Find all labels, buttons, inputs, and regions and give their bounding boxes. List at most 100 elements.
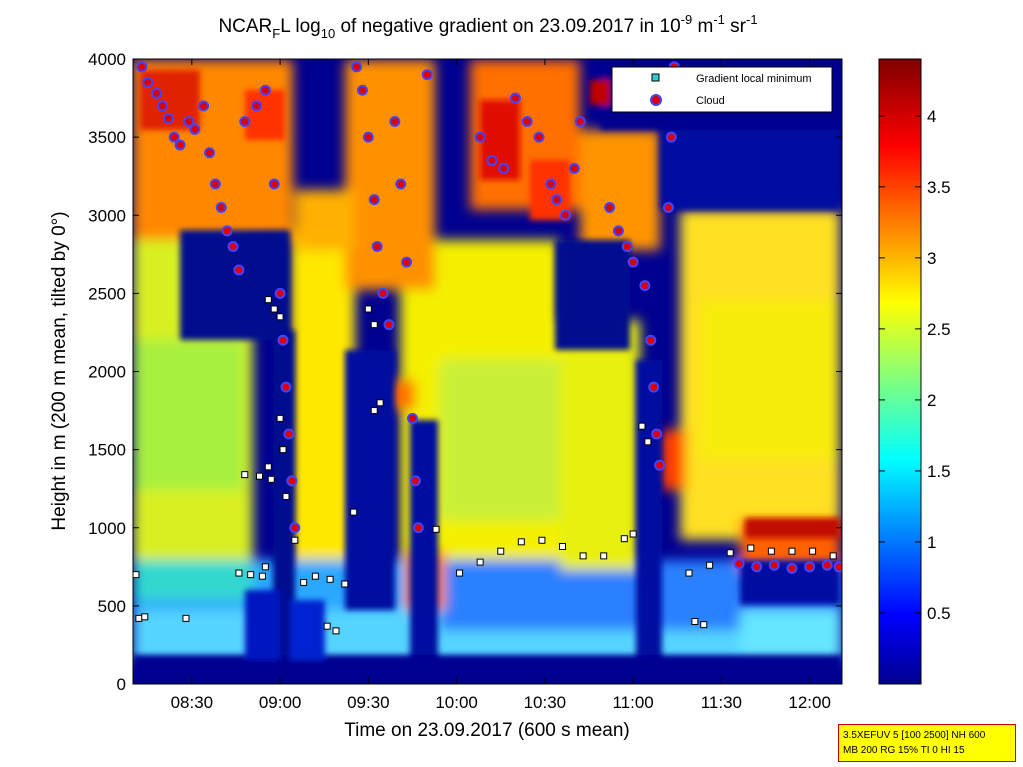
cloud-marker (406, 412, 418, 424)
y-tick-label: 3000 (88, 206, 126, 225)
gradient-minimum-marker (326, 575, 334, 583)
gradient-minimum-marker (256, 472, 264, 480)
colorbar-tick-label: 2.5 (927, 320, 951, 339)
legend-marker-gradient-minimum (651, 73, 660, 82)
cloud-marker (833, 561, 842, 573)
cloud-marker (277, 334, 289, 346)
gradient-minimum-marker (311, 572, 319, 580)
colorbar-frame (878, 58, 922, 685)
gradient-minimum-marker (829, 552, 837, 560)
gradient-minimum-marker (332, 627, 340, 635)
settings-info-box: 3.5XEFUV 5 [100 2500] NH 600 MB 200 RG 1… (838, 724, 1016, 762)
gradient-minimum-marker (261, 563, 269, 571)
cloud-marker (251, 100, 263, 112)
gradient-minimum-marker (270, 305, 278, 313)
gradient-minimum-marker (706, 561, 714, 569)
cloud-marker (183, 116, 195, 127)
gradient-minimum-marker (376, 399, 384, 407)
gradient-minimum-marker (267, 475, 275, 483)
chart-title: NCARFL log10 of negative gradient on 23.… (218, 12, 757, 41)
y-tick-label: 1000 (88, 519, 126, 538)
gradient-minimum-marker (788, 547, 796, 555)
gradient-minimum-marker (279, 446, 287, 454)
cloud-marker (274, 287, 286, 299)
gradient-minimum-marker (644, 438, 652, 446)
cloud-marker (383, 319, 395, 331)
x-tick-label: 11:30 (701, 693, 742, 712)
colorbar-tick-label: 3.5 (927, 178, 951, 197)
cloud-marker (768, 559, 780, 571)
gradient-minimum-marker (258, 572, 266, 580)
cloud-marker (498, 162, 510, 174)
colorbar-tick-label: 4 (927, 107, 936, 126)
gradient-minimum-marker (700, 621, 708, 629)
cloud-marker (136, 61, 148, 73)
gradient-minimum-marker (370, 407, 378, 415)
cloud-marker (662, 201, 674, 213)
gradient-minimum-marker (370, 321, 378, 329)
cloud-marker (362, 131, 374, 143)
y-axis: 0 500 1000 1500 2000 2500 3000 3500 4000 (88, 50, 842, 694)
x-axis: 08:30 09:00 09:30 10:00 10:30 11:00 11:30 12:00 (171, 59, 831, 712)
cloud-marker (412, 522, 424, 534)
cloud-marker (156, 100, 168, 112)
cloud-marker (371, 241, 383, 252)
info-line-2: MB 200 RG 15% TI 0 HI 15 (843, 745, 965, 756)
cloud-marker (604, 201, 616, 213)
gradient-minimum-marker (432, 525, 440, 533)
cloud-marker (545, 178, 557, 190)
gradient-minimum-marker (264, 463, 272, 471)
x-tick-label: 09:00 (259, 693, 302, 712)
cloud-marker (368, 194, 380, 206)
gradient-minimum-marker (691, 618, 699, 625)
cloud-marker (568, 162, 580, 174)
colorbar-ticks: 0.5 1 1.5 2 2.5 3 3.5 4 (879, 107, 951, 623)
cloud-marker (268, 178, 280, 190)
cloud-marker (227, 241, 239, 252)
x-tick-label: 12:00 (788, 693, 831, 712)
gradient-minimum-marker (133, 571, 140, 579)
cloud-marker (804, 561, 816, 573)
x-tick-label: 10:00 (435, 693, 478, 712)
cloud-marker (395, 178, 407, 190)
cloud-marker (409, 475, 421, 487)
x-tick-label: 10:30 (524, 693, 567, 712)
legend-label-gradient-minimum: Gradient local minimum (696, 73, 812, 85)
x-tick-label: 08:30 (171, 693, 214, 712)
cloud-marker (289, 522, 301, 534)
cloud-marker (174, 139, 186, 151)
gradient-minimum-marker (182, 614, 190, 622)
gradient-minimum-marker (517, 538, 525, 546)
legend-box (611, 66, 833, 113)
legend: Gradient local minimum Cloud (611, 66, 833, 113)
cloud-marker (203, 147, 215, 159)
gradient-minimum-marker (247, 571, 255, 579)
gradient-minimum-marker (476, 558, 484, 566)
gradient-minimum-marker (291, 536, 299, 544)
cloud-marker (151, 87, 163, 99)
gradient-minimum-marker (241, 471, 249, 479)
gradient-minimum-marker (685, 569, 693, 577)
y-tick-label: 3500 (88, 128, 126, 147)
cloud-marker (162, 112, 174, 124)
cloud-marker (559, 209, 571, 221)
cloud-marker (259, 84, 271, 96)
gradient-minimum-marker (809, 547, 817, 555)
marker-layer (133, 61, 842, 635)
gradient-minimum-marker (276, 414, 284, 422)
cloud-marker (551, 194, 563, 206)
y-tick-label: 2000 (88, 363, 126, 382)
cloud-marker (486, 155, 498, 167)
colorbar-tick-label: 1.5 (927, 462, 951, 481)
cloud-marker (421, 69, 433, 81)
cloud-marker (665, 131, 677, 143)
cloud-marker (280, 381, 292, 393)
cloud-marker (283, 428, 295, 440)
cloud-marker (286, 475, 298, 487)
gradient-minimum-marker (276, 313, 284, 321)
gradient-minimum-marker (141, 613, 149, 621)
cloud-marker (533, 131, 545, 143)
y-tick-label: 1500 (88, 441, 126, 460)
gradient-minimum-marker (350, 508, 358, 516)
gradient-minimum-marker (600, 552, 608, 560)
